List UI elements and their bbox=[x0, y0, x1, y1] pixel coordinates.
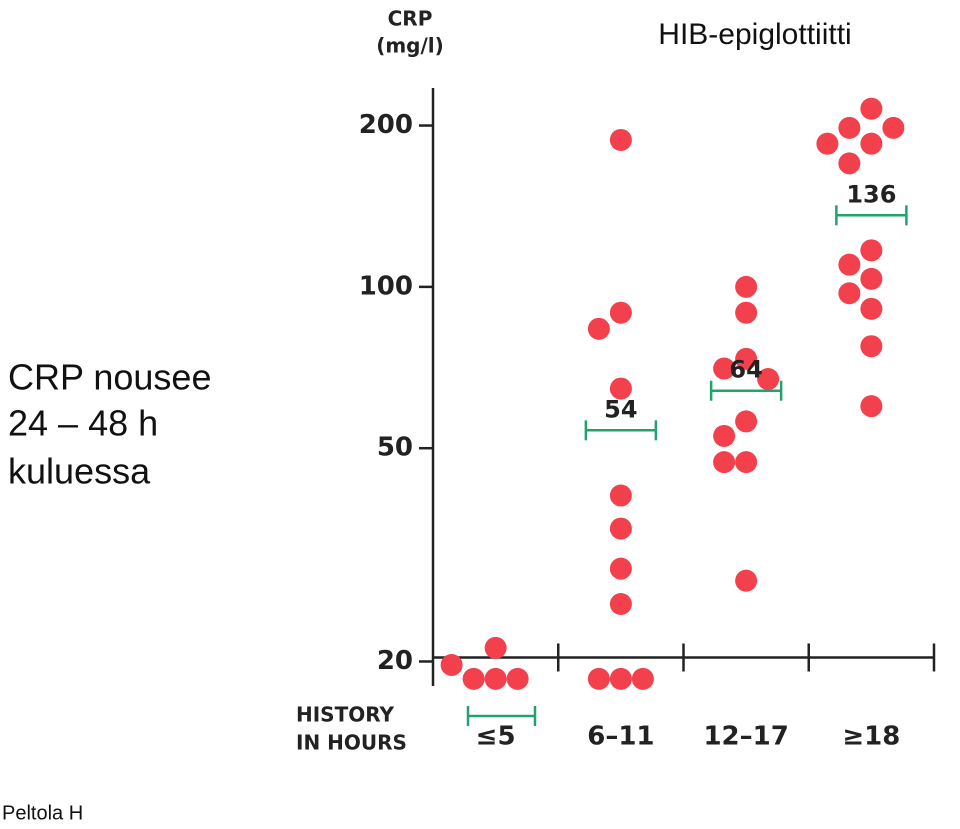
data-point bbox=[838, 116, 861, 139]
y-tick-label: 20 bbox=[377, 646, 413, 676]
y-axis-label: (mg/l) bbox=[376, 34, 444, 58]
note: 24 – 48 h bbox=[8, 403, 158, 444]
data-point bbox=[860, 335, 883, 358]
data-point bbox=[609, 377, 632, 400]
data-point bbox=[609, 517, 632, 540]
median-label: 64 bbox=[729, 356, 762, 384]
data-point bbox=[816, 132, 839, 155]
data-point bbox=[713, 424, 736, 447]
x-axis-label: HISTORY bbox=[296, 703, 395, 727]
data-point bbox=[713, 451, 736, 474]
data-point bbox=[609, 667, 632, 690]
data-point bbox=[860, 267, 883, 290]
data-point bbox=[735, 347, 758, 370]
x-tick-label: ≥18 bbox=[842, 722, 900, 752]
data-point bbox=[587, 317, 610, 340]
data-point bbox=[735, 275, 758, 298]
x-axis-label: IN HOURS bbox=[296, 731, 407, 755]
data-point bbox=[860, 239, 883, 262]
y-tick-label: 100 bbox=[359, 271, 413, 301]
note: kuluessa bbox=[8, 451, 151, 492]
data-point bbox=[735, 301, 758, 324]
x-tick-label: 12–17 bbox=[703, 722, 788, 752]
data-point bbox=[860, 97, 883, 120]
x-tick-label: 6–11 bbox=[587, 722, 654, 752]
data-point bbox=[860, 132, 883, 155]
x-tick-label: ≤5 bbox=[476, 722, 516, 752]
median-label: 136 bbox=[846, 180, 896, 208]
y-axis-label: CRP bbox=[388, 7, 433, 31]
source: Peltola H bbox=[2, 802, 83, 824]
data-point bbox=[735, 569, 758, 592]
data-point bbox=[484, 667, 507, 690]
data-point bbox=[882, 116, 905, 139]
data-point bbox=[838, 152, 861, 175]
data-point bbox=[838, 282, 861, 305]
y-tick-label: 50 bbox=[377, 433, 413, 463]
data-point bbox=[609, 557, 632, 580]
data-point bbox=[462, 667, 485, 690]
data-point bbox=[713, 357, 736, 380]
data-point bbox=[735, 451, 758, 474]
data-point bbox=[506, 667, 529, 690]
data-point bbox=[484, 636, 507, 659]
data-point bbox=[860, 297, 883, 320]
data-point bbox=[440, 653, 463, 676]
chart-title: HIB-epiglottiitti bbox=[658, 18, 851, 51]
data-point bbox=[860, 395, 883, 418]
data-point bbox=[609, 301, 632, 324]
data-point bbox=[838, 253, 861, 276]
data-point bbox=[609, 484, 632, 507]
y-tick-label: 200 bbox=[359, 110, 413, 140]
data-point bbox=[631, 667, 654, 690]
data-point bbox=[587, 667, 610, 690]
data-point bbox=[609, 593, 632, 616]
note: CRP nousee bbox=[8, 357, 211, 398]
low-median-bracket bbox=[466, 706, 537, 726]
data-point bbox=[609, 128, 632, 151]
data-point bbox=[735, 410, 758, 433]
median-label: 54 bbox=[604, 395, 637, 423]
data-point bbox=[757, 368, 780, 391]
